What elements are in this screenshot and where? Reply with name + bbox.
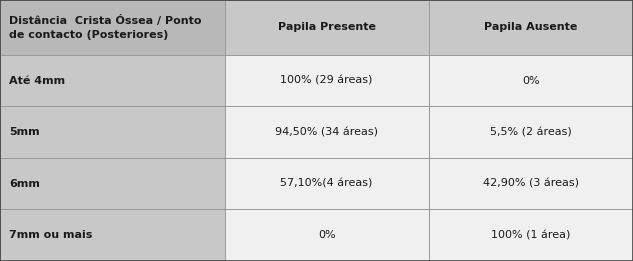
Bar [225,0,429,55]
Bar [0,55,225,106]
Text: Até 4mm: Até 4mm [9,76,66,86]
Text: 5mm: 5mm [9,127,40,137]
Text: 100% (29 áreas): 100% (29 áreas) [280,76,373,86]
Text: 7mm ou mais: 7mm ou mais [9,230,93,240]
Bar [225,158,429,209]
Bar [0,106,225,158]
Bar [225,209,429,261]
Text: Papila Presente: Papila Presente [278,22,375,32]
Text: 42,90% (3 áreas): 42,90% (3 áreas) [483,179,579,189]
Text: Distância  Crista Óssea / Ponto
de contacto (Posteriores): Distância Crista Óssea / Ponto de contac… [9,15,202,39]
Text: 0%: 0% [522,76,539,86]
Bar [429,0,633,55]
Bar [429,209,633,261]
Text: 100% (1 área): 100% (1 área) [491,230,570,240]
Bar [0,209,225,261]
Text: 6mm: 6mm [9,179,41,189]
Text: 57,10%(4 áreas): 57,10%(4 áreas) [280,179,373,189]
Bar [429,158,633,209]
Bar [429,55,633,106]
Bar [0,0,225,55]
Text: 94,50% (34 áreas): 94,50% (34 áreas) [275,127,378,137]
Bar [0,158,225,209]
Text: 0%: 0% [318,230,335,240]
Bar [429,106,633,158]
Text: 5,5% (2 áreas): 5,5% (2 áreas) [490,127,572,137]
Bar [225,55,429,106]
Text: Papila Ausente: Papila Ausente [484,22,577,32]
Bar [225,106,429,158]
